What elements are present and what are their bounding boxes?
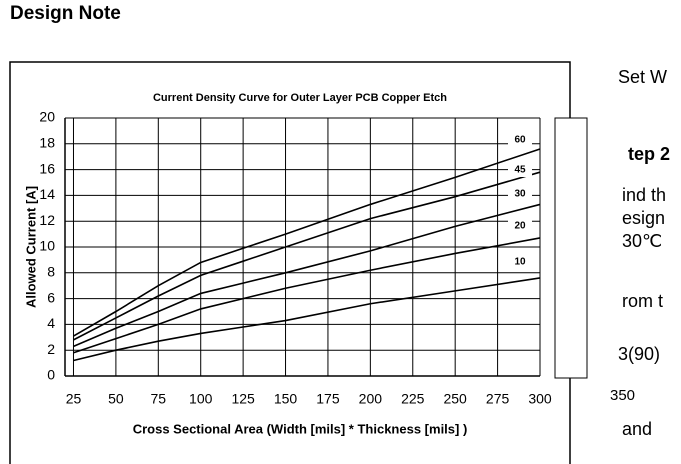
chart-title: Current Density Curve for Outer Layer PC… xyxy=(153,92,447,104)
series-label: 60 xyxy=(514,135,526,146)
y-tick-label: 6 xyxy=(47,289,55,305)
x-tick-label: 175 xyxy=(316,391,340,407)
x-tick-label: 50 xyxy=(108,391,124,407)
label-bg xyxy=(508,219,532,233)
y-tick-label: 2 xyxy=(47,341,55,357)
label-bg xyxy=(508,163,532,177)
series-label: 10 xyxy=(514,257,526,268)
document-text: rom t xyxy=(622,291,663,311)
y-tick-label: 18 xyxy=(39,135,55,151)
y-tick-label: 14 xyxy=(39,186,55,202)
page-title: Design Note xyxy=(10,3,121,24)
y-tick-label: 12 xyxy=(39,212,55,228)
y-tick-label: 16 xyxy=(39,160,55,176)
series-line xyxy=(73,203,541,348)
label-bg xyxy=(508,133,532,147)
x-tick-label: 75 xyxy=(151,391,167,407)
series-line xyxy=(73,171,541,341)
series-line xyxy=(73,148,541,337)
x-tick-label: 25 xyxy=(66,391,82,407)
document-text: 30℃ xyxy=(622,231,662,251)
document-text: tep 2 xyxy=(628,144,670,164)
overlay-box xyxy=(554,117,588,379)
document-text: 3(90) xyxy=(618,344,660,364)
document-text: esign xyxy=(622,208,665,228)
document-text: ind th xyxy=(622,185,666,205)
x-tick-label: 200 xyxy=(359,391,383,407)
y-tick-label: 20 xyxy=(39,109,55,125)
x-tick-label: 225 xyxy=(401,391,425,407)
x-tick-label: 300 xyxy=(528,391,552,407)
y-axis-label: Allowed Current [A] xyxy=(23,186,38,308)
document-text: and xyxy=(622,419,652,439)
x-tick-label: 100 xyxy=(189,391,213,407)
x-tick-label: 250 xyxy=(443,391,467,407)
series-label: 20 xyxy=(514,221,526,232)
x-axis-label: Cross Sectional Area (Width [mils] * Thi… xyxy=(133,421,468,436)
series-line xyxy=(73,237,541,354)
label-bg xyxy=(508,187,532,201)
y-tick-label: 4 xyxy=(47,315,55,331)
x-tick-label: 150 xyxy=(274,391,298,407)
document-text: Set W xyxy=(618,67,667,87)
x-tick-label: 275 xyxy=(486,391,510,407)
series-line xyxy=(73,277,541,362)
document-text: 350 xyxy=(610,387,635,404)
y-tick-label: 0 xyxy=(47,367,55,383)
series-label: 45 xyxy=(514,165,526,176)
y-tick-label: 10 xyxy=(39,238,55,254)
series-label: 30 xyxy=(514,189,526,200)
x-tick-label: 125 xyxy=(231,391,255,407)
label-bg xyxy=(508,255,532,269)
y-tick-label: 8 xyxy=(47,264,55,280)
